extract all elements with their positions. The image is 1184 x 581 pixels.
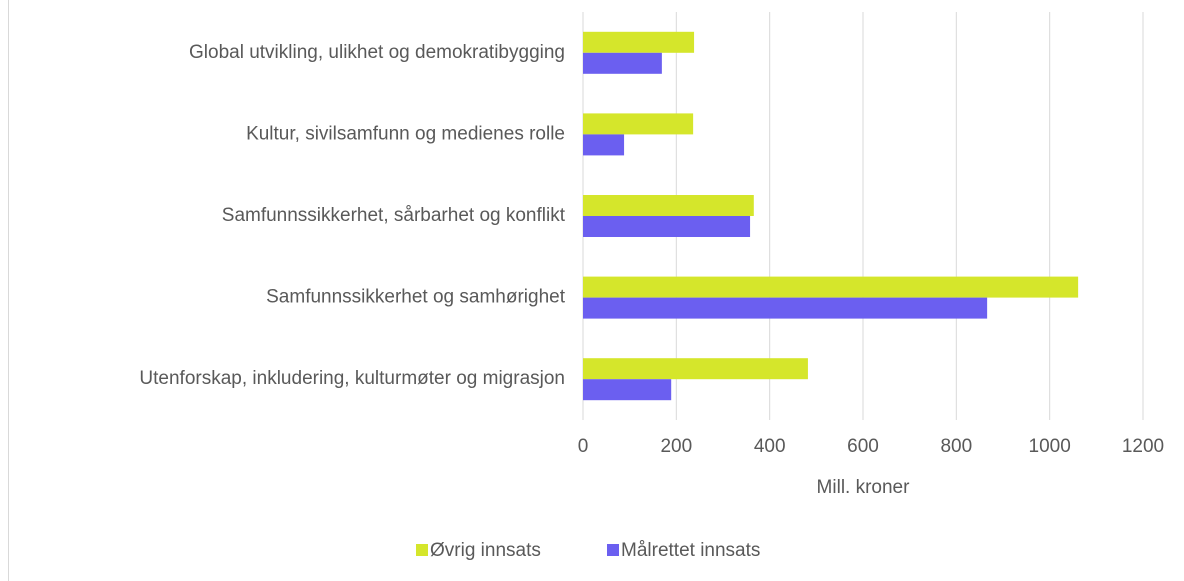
bar bbox=[583, 195, 754, 216]
bar bbox=[583, 113, 694, 135]
bar bbox=[583, 358, 808, 380]
legend-label: Målrettet innsats bbox=[621, 540, 760, 561]
x-tick-label: 1000 bbox=[1029, 436, 1071, 457]
x-tick-label: 800 bbox=[940, 436, 972, 457]
x-tick-label: 200 bbox=[660, 436, 692, 457]
x-tick-label: 0 bbox=[578, 436, 589, 457]
y-tick-label: Samfunnssikkerhet, sårbarhet og konflikt bbox=[222, 205, 566, 226]
legend-label: Øvrig innsats bbox=[430, 540, 541, 561]
x-axis-label: Mill. kroner bbox=[817, 477, 911, 498]
bar bbox=[583, 31, 695, 53]
x-tick-label: 400 bbox=[754, 436, 786, 457]
legend-swatch bbox=[607, 544, 619, 556]
x-tick-label: 600 bbox=[847, 436, 879, 457]
x-tick-label: 1200 bbox=[1122, 436, 1164, 457]
y-tick-label: Utenforskap, inkludering, kulturmøter og… bbox=[139, 368, 565, 389]
bar bbox=[583, 216, 751, 237]
y-tick-label: Samfunnssikkerhet og samhørighet bbox=[266, 287, 566, 308]
y-tick-label: Global utvikling, ulikhet og demokratiby… bbox=[189, 42, 565, 63]
y-tick-label: Kultur, sivilsamfunn og medienes rolle bbox=[246, 123, 565, 144]
bar bbox=[583, 297, 988, 319]
bar bbox=[583, 276, 1079, 298]
legend-swatch bbox=[416, 544, 428, 556]
bar bbox=[583, 134, 625, 156]
bar bbox=[583, 379, 672, 401]
bar bbox=[583, 52, 662, 74]
